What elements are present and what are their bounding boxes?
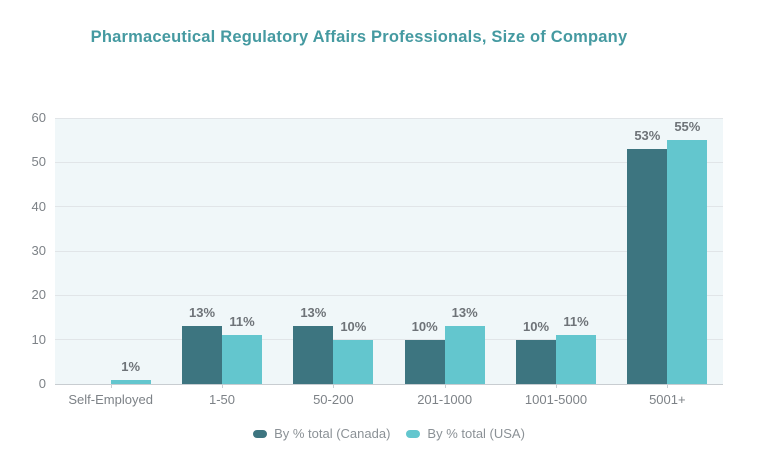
bar-usa-50-200 bbox=[333, 339, 374, 384]
legend-item-usa: By % total (USA) bbox=[406, 426, 525, 441]
x-axis-baseline bbox=[55, 383, 723, 385]
bar-usa-5001+ bbox=[667, 140, 708, 384]
y-axis-tick-label: 60 bbox=[31, 110, 46, 125]
bar-value-label: 55% bbox=[674, 119, 701, 135]
gridline-20 bbox=[55, 294, 723, 296]
x-axis-tick bbox=[667, 384, 669, 388]
legend-swatch-usa bbox=[406, 429, 421, 438]
bar-value-label: 53% bbox=[634, 128, 661, 144]
gridline-40 bbox=[55, 206, 723, 208]
gridline-60 bbox=[55, 117, 723, 119]
bar-canada-201-1000 bbox=[404, 339, 445, 384]
x-axis-tick-label: 5001+ bbox=[649, 392, 686, 407]
x-axis-tick bbox=[222, 384, 223, 388]
bar-value-label: 1% bbox=[121, 358, 141, 374]
bar-value-label: 13% bbox=[300, 305, 327, 321]
bar-value-label: 13% bbox=[188, 305, 216, 321]
gridline-10 bbox=[55, 339, 723, 341]
bar-value-label: 11% bbox=[563, 314, 589, 330]
y-axis-tick-label: 20 bbox=[31, 287, 46, 303]
bar-canada-1001-5000 bbox=[516, 339, 556, 384]
y-axis-tick-label: 10 bbox=[31, 331, 46, 347]
x-axis-tick-label: 50-200 bbox=[313, 392, 354, 407]
x-axis-tick-label: 1-50 bbox=[208, 392, 235, 407]
bar-usa-201-1000 bbox=[444, 326, 485, 384]
legend-item-canada: By % total (Canada) bbox=[253, 426, 390, 441]
bar-value-label: 10% bbox=[522, 318, 550, 334]
chart-title: Pharmaceutical Regulatory Affairs Profes… bbox=[90, 28, 628, 46]
y-axis-tick-label: 50 bbox=[31, 154, 46, 170]
bar-canada-1-50 bbox=[182, 326, 222, 384]
bar-usa-1-50 bbox=[222, 335, 262, 384]
x-axis-tick-label: 1001-5000 bbox=[524, 392, 588, 407]
bar-value-label: 13% bbox=[451, 305, 478, 321]
gridline-50 bbox=[55, 161, 723, 163]
legend-swatch-canada bbox=[253, 429, 268, 438]
legend-label-usa: By % total (USA) bbox=[427, 426, 525, 441]
bar-usa-Self-Employed bbox=[110, 379, 151, 384]
bar-canada-50-200 bbox=[293, 326, 334, 384]
bar-canada-5001+ bbox=[627, 149, 668, 384]
y-axis-tick-label: 30 bbox=[31, 243, 46, 258]
x-axis-tick bbox=[556, 384, 557, 388]
chart-legend: By % total (Canada) By % total (USA) bbox=[55, 426, 723, 441]
legend-label-canada: By % total (Canada) bbox=[274, 426, 391, 441]
bar-value-label: 10% bbox=[411, 318, 438, 334]
x-axis-tick-label: 201-1000 bbox=[417, 392, 473, 407]
bar-usa-1001-5000 bbox=[556, 335, 596, 384]
x-axis-tick bbox=[110, 384, 112, 388]
x-axis-tick-label: Self-Employed bbox=[68, 392, 153, 407]
x-axis-tick bbox=[444, 384, 446, 388]
bar-value-label: 11% bbox=[229, 314, 255, 330]
y-axis-tick-label: 0 bbox=[38, 376, 46, 391]
gridline-30 bbox=[55, 250, 723, 252]
y-axis-tick-label: 40 bbox=[31, 198, 46, 214]
bar-value-label: 10% bbox=[340, 318, 367, 334]
x-axis-tick bbox=[333, 384, 335, 388]
